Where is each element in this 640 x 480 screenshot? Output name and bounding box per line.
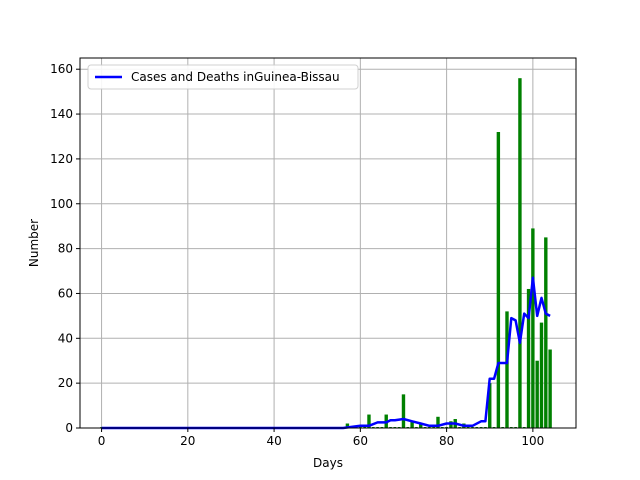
bar (345, 423, 350, 428)
legend: Cases and Deaths inGuinea-Bissau (87, 64, 359, 90)
y-tick-label: 160 (50, 62, 73, 76)
bar (518, 78, 522, 428)
legend-entry-text: Cases and Deaths inGuinea-Bissau (131, 70, 340, 84)
x-tick-label: 100 (521, 434, 544, 448)
plot-background (80, 58, 576, 428)
bar (488, 383, 492, 428)
series-line (101, 276, 551, 430)
bar (548, 349, 552, 428)
bar (367, 414, 371, 428)
x-axis-label: Days (313, 456, 343, 470)
x-tick-label: 20 (180, 434, 195, 448)
bar (526, 288, 531, 428)
x-tick-label: 40 (266, 434, 281, 448)
plot-frame (79, 57, 577, 429)
bar (410, 421, 414, 428)
y-tick-label: 100 (50, 197, 73, 211)
bar (436, 416, 440, 428)
x-tick-label: 0 (98, 434, 106, 448)
y-axis-label: Number (27, 219, 41, 267)
x-tick-label: 80 (439, 434, 454, 448)
legend-box (87, 64, 359, 90)
y-tick-label: 80 (58, 242, 73, 256)
bar (544, 237, 548, 428)
y-tick-label: 120 (50, 152, 73, 166)
bar (505, 311, 509, 428)
bar (539, 322, 544, 428)
bar (401, 394, 406, 428)
bar (419, 423, 423, 428)
y-ticks: 0 20 40 60 80 100 120 140 160 (50, 62, 80, 435)
y-tick-label: 140 (50, 107, 73, 121)
y-tick-label: 0 (65, 421, 73, 435)
y-tick-label: 20 (58, 376, 73, 390)
bar (496, 132, 501, 428)
bar (531, 228, 535, 428)
x-tick-label: 60 (353, 434, 368, 448)
line-layer (101, 276, 551, 430)
y-tick-label: 60 (58, 286, 73, 300)
x-ticks: 0 20 40 60 80 100 (98, 428, 544, 448)
bar (535, 360, 539, 428)
y-tick-label: 40 (58, 331, 73, 345)
